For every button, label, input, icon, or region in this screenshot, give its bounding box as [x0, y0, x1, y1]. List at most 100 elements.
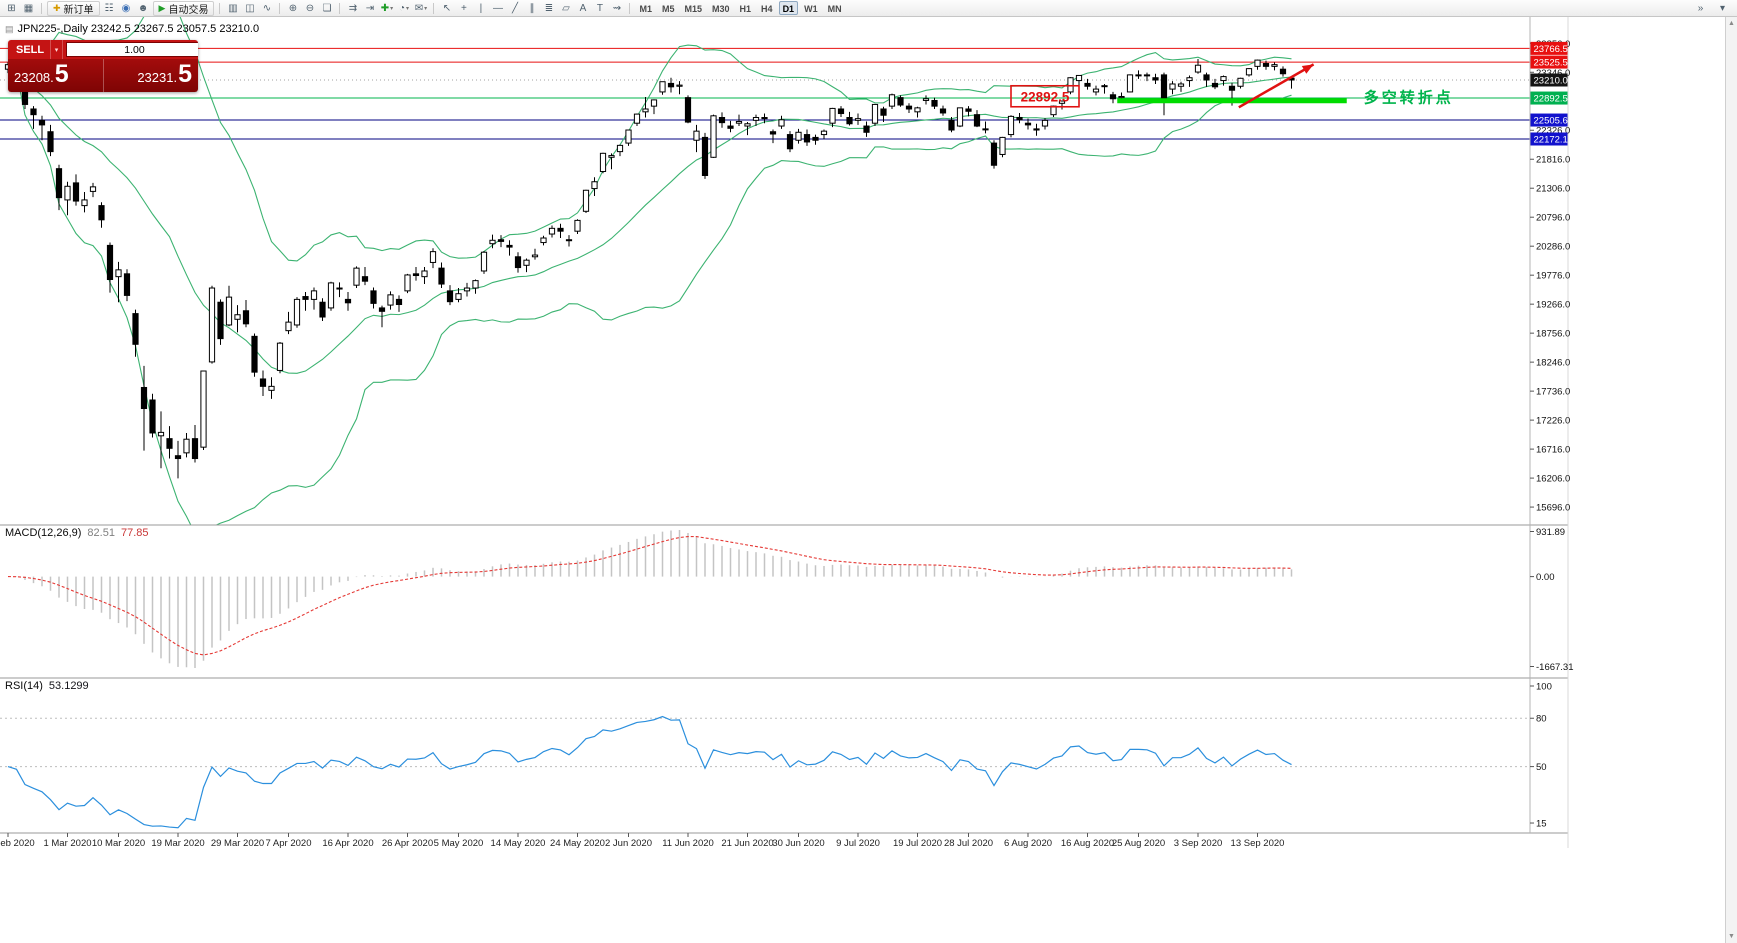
- svg-text:19 Mar 2020: 19 Mar 2020: [151, 838, 204, 849]
- svg-text:24 May 2020: 24 May 2020: [550, 838, 605, 849]
- svg-text:5 May 2020: 5 May 2020: [434, 838, 484, 849]
- svg-text:23346.0: 23346.0: [1536, 68, 1570, 79]
- terminal-icon[interactable]: ☻: [137, 2, 149, 14]
- sell-button[interactable]: 23208. 5: [8, 59, 103, 92]
- trade-options-dropdown[interactable]: ▾: [50, 40, 63, 59]
- candlestick-chart-icon[interactable]: ◫: [245, 2, 255, 14]
- svg-text:22326.0: 22326.0: [1536, 126, 1570, 137]
- tile-windows-icon[interactable]: ❏: [322, 2, 332, 14]
- vertical-line-icon[interactable]: |: [479, 2, 483, 14]
- shapes-icon[interactable]: ▱: [562, 2, 570, 14]
- indicators-icon[interactable]: ✚ ▾: [380, 2, 394, 14]
- timeframe-h4-button[interactable]: H4: [761, 4, 773, 14]
- toolbar-overflow-icon[interactable]: »: [1697, 2, 1704, 14]
- toolbar-options-icon[interactable]: ▾: [1719, 2, 1726, 14]
- line-chart-icon[interactable]: ∿: [262, 2, 272, 14]
- toolbar-separator: [433, 2, 435, 14]
- bar-chart-icon[interactable]: ▥: [228, 2, 238, 14]
- toolbar: ⊞ ▦ ✚ 新订单 ☷ ◉ ☻ ▶ 自动交易 ▥ ◫ ∿ ⊕ ⊖ ❏ ⇉ ⇥ ✚ ▾ ◔ ▾ ✉ ▾ ↖ + | — ╱ ∥ ≣ ▱ A T ⇝ M…: [0, 0, 1737, 17]
- svg-text:0.00: 0.00: [1536, 572, 1555, 583]
- timeframe-w1-button[interactable]: W1: [804, 4, 818, 14]
- cursor-icon[interactable]: ↖: [442, 2, 452, 14]
- svg-text:26 Apr 2020: 26 Apr 2020: [382, 838, 433, 849]
- arrows-icon[interactable]: ⇝: [612, 2, 622, 14]
- svg-text:10 Mar 2020: 10 Mar 2020: [92, 838, 145, 849]
- horizontal-line-icon[interactable]: —: [492, 2, 503, 14]
- volume-input[interactable]: [67, 43, 198, 56]
- svg-text:931.89: 931.89: [1536, 527, 1565, 538]
- periods-icon[interactable]: ◔ ▾: [398, 2, 409, 14]
- new-chart-icon[interactable]: ⊞: [7, 2, 16, 14]
- svg-text:50: 50: [1536, 762, 1547, 773]
- rsi-name: RSI(14): [5, 680, 43, 692]
- new-order-button[interactable]: ✚ 新订单: [47, 0, 100, 16]
- svg-text:21306.0: 21306.0: [1536, 184, 1570, 195]
- chart-symbol-icon: ▤: [5, 23, 14, 34]
- text-icon[interactable]: A: [579, 2, 587, 14]
- fibonacci-icon[interactable]: ≣: [544, 2, 554, 14]
- svg-text:19266.0: 19266.0: [1536, 300, 1570, 311]
- autotrading-button-icon: ▶: [158, 2, 166, 13]
- macd-name: MACD(12,26,9): [5, 527, 82, 539]
- svg-text:18246.0: 18246.0: [1536, 358, 1570, 369]
- auto-scroll-icon[interactable]: ⇉: [348, 2, 358, 14]
- svg-text:1 Mar 2020: 1 Mar 2020: [43, 838, 91, 849]
- rsi-label: RSI(14) 53.1299: [5, 680, 89, 692]
- market-watch-icon[interactable]: ☷: [104, 2, 114, 14]
- trendline-icon[interactable]: ╱: [511, 2, 518, 14]
- svg-text:28 Jul 2020: 28 Jul 2020: [944, 838, 993, 849]
- timeframe-mn-button[interactable]: MN: [827, 4, 842, 14]
- channel-icon[interactable]: ∥: [529, 2, 535, 14]
- zoom-out-icon[interactable]: ⊖: [305, 2, 315, 14]
- pivot-annotation-text: 多空转折点: [1364, 88, 1454, 106]
- autotrading-button-label: 自动交易: [168, 4, 209, 16]
- templates-icon[interactable]: ✉ ▾: [414, 2, 428, 14]
- macd-label: MACD(12,26,9) 82.51 77.85: [5, 527, 148, 539]
- buy-button[interactable]: 23231. 5: [102, 59, 199, 92]
- price-note-box: [1010, 84, 1080, 108]
- svg-text:23525.5: 23525.5: [1534, 58, 1568, 69]
- sell-price: 23208.: [14, 70, 54, 85]
- label-icon[interactable]: T: [596, 2, 604, 14]
- svg-text:80: 80: [1536, 714, 1547, 725]
- trend-arrow-head: [1301, 64, 1314, 74]
- svg-text:17736.0: 17736.0: [1536, 387, 1570, 398]
- svg-text:25 Aug 2020: 25 Aug 2020: [1112, 838, 1165, 849]
- svg-text:2 Jun 2020: 2 Jun 2020: [605, 838, 652, 849]
- rsi-value: 53.1299: [48, 680, 89, 692]
- timeframe-m5-button[interactable]: M5: [661, 4, 675, 14]
- svg-text:20286.0: 20286.0: [1536, 242, 1570, 253]
- price-chart[interactable]: 22892.5多空转折点23856.023346.022326.021816.0…: [0, 17, 1737, 943]
- svg-text:21816.0: 21816.0: [1536, 155, 1570, 166]
- svg-text:19776.0: 19776.0: [1536, 271, 1570, 282]
- drawn-objects-layer: 22892.5 多空转折点: [1010, 63, 1454, 109]
- zoom-in-icon[interactable]: ⊕: [288, 2, 298, 14]
- svg-text:13 Sep 2020: 13 Sep 2020: [1231, 838, 1285, 849]
- timeframe-m15-button[interactable]: M15: [684, 4, 703, 14]
- toolbar-separator: [629, 2, 631, 14]
- rsi-layer: [0, 715, 1530, 829]
- svg-text:-1667.31: -1667.31: [1536, 662, 1574, 673]
- toolbar-separator: [339, 2, 341, 14]
- toolbar-right-group: » ▾: [1692, 1, 1734, 16]
- toolbar-separator: [279, 2, 281, 14]
- svg-text:20796.0: 20796.0: [1536, 213, 1570, 224]
- timeframe-d1-button[interactable]: D1: [778, 1, 799, 15]
- vertical-scrollbar[interactable]: ▲ ▼: [1725, 17, 1737, 943]
- svg-text:30 Jun 2020: 30 Jun 2020: [772, 838, 824, 849]
- profiles-icon[interactable]: ▦: [23, 2, 34, 14]
- chart-title-text: JPN225-,Daily 23242.5 23267.5 23057.5 23…: [17, 23, 260, 35]
- timeframe-m30-button[interactable]: M30: [712, 4, 730, 14]
- chart-shift-icon[interactable]: ⇥: [365, 2, 375, 14]
- autotrading-button[interactable]: ▶ 自动交易: [152, 0, 215, 16]
- scroll-up-icon[interactable]: ▲: [1728, 20, 1735, 27]
- crosshair-icon[interactable]: +: [461, 2, 467, 14]
- timeframe-h1-button[interactable]: H1: [739, 4, 752, 14]
- svg-text:22892.5: 22892.5: [1534, 94, 1568, 105]
- new-order-button-label: 新订单: [63, 4, 94, 16]
- navigator-icon[interactable]: ◉: [121, 2, 131, 14]
- timeframe-m1-button[interactable]: M1: [639, 4, 652, 14]
- scroll-down-icon[interactable]: ▼: [1728, 933, 1735, 940]
- svg-text:21 Jun 2020: 21 Jun 2020: [721, 838, 773, 849]
